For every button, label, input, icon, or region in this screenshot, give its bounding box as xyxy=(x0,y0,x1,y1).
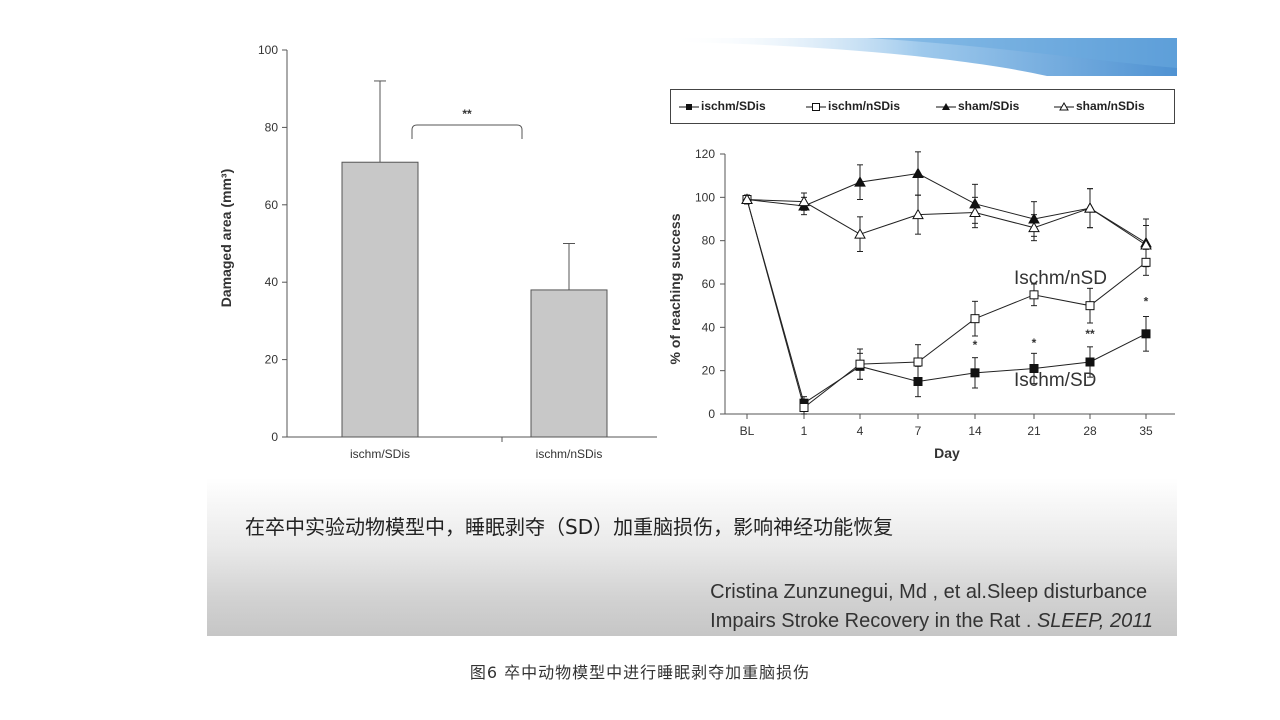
point-ischm-nsdis xyxy=(913,357,923,367)
bar-x-label: ischm/SDis xyxy=(350,447,410,461)
line-y-tick-label: 120 xyxy=(695,147,715,161)
point-sham-nsdis xyxy=(912,208,924,220)
point-ischm-nsdis xyxy=(1029,290,1039,300)
series-line-ischm-sdis xyxy=(746,199,1147,404)
bar-ischm-nsdis xyxy=(530,289,608,438)
bar-y-tick-label: 100 xyxy=(258,43,278,57)
line-x-tick-label: 14 xyxy=(968,424,982,438)
citation: Cristina Zunzunegui, Md , et al.Sleep di… xyxy=(710,578,1153,636)
line-x-tick-label: 1 xyxy=(801,424,808,438)
point-ischm-sdis xyxy=(1141,329,1151,339)
line-y-tick-label: 100 xyxy=(695,190,715,204)
legend-item-sham-sdis: sham/SDis xyxy=(936,99,1019,113)
bar-y-tick-label: 20 xyxy=(265,353,279,367)
point-sham-nsdis xyxy=(969,206,981,217)
line-x-axis-title: Day xyxy=(934,445,960,461)
significance-marker: * xyxy=(1144,295,1149,309)
bar-y-tick-label: 80 xyxy=(265,120,279,134)
point-ischm-nsdis xyxy=(799,403,809,412)
line-x-tick-label: 21 xyxy=(1027,424,1041,438)
point-sham-nsdis xyxy=(741,193,753,204)
bar-chart: 0 20 40 60 80 100 ischm/SDis ischm/nSDis Damag… xyxy=(218,43,657,461)
point-sham-nsdis xyxy=(1140,238,1152,250)
line-x-tick-label: 7 xyxy=(915,424,922,438)
line-y-tick-label: 60 xyxy=(702,277,716,291)
significance-marker: ** xyxy=(1085,327,1095,341)
line-y-tick-label: 40 xyxy=(702,320,716,334)
point-sham-sdis xyxy=(854,176,866,187)
citation-journal: SLEEP, 2011 xyxy=(1036,610,1153,632)
point-ischm-nsdis xyxy=(1085,301,1095,311)
point-sham-nsdis xyxy=(1028,221,1040,233)
bar-y-axis-title: Damaged area (mm³) xyxy=(218,169,234,308)
line-y-tick-label: 80 xyxy=(702,234,716,248)
line-y-axis-title: % of reaching success xyxy=(667,213,683,364)
significance-marker: * xyxy=(973,338,978,352)
series-line-sham-sdis xyxy=(746,172,1147,244)
legend-item-ischm-sdis: ischm/SDis xyxy=(679,99,766,113)
significance-marker: * xyxy=(1032,336,1037,350)
point-sham-nsdis xyxy=(798,195,810,207)
significance-bracket xyxy=(411,124,523,139)
point-ischm-nsdis xyxy=(970,314,980,324)
line-x-tick-label: 28 xyxy=(1083,424,1097,438)
point-ischm-sdis xyxy=(913,377,923,386)
slide-caption: 在卒中实验动物模型中，睡眠剥夺（SD）加重脑损伤，影响神经功能恢复 xyxy=(245,515,894,539)
line-y-tick-label: 20 xyxy=(702,364,716,378)
bar-ischm-sdis xyxy=(341,161,419,438)
legend-item-sham-nsdis: sham/nSDis xyxy=(1054,99,1145,113)
line-y-tick-label: 0 xyxy=(708,407,715,421)
series-line-sham-nsdis xyxy=(746,199,1147,246)
legend-item-ischm-nsdis: ischm/nSDis xyxy=(806,99,900,113)
point-ischm-sdis xyxy=(1085,357,1095,367)
significance-label: ** xyxy=(462,107,472,121)
line-x-tick-label: 35 xyxy=(1139,424,1153,438)
point-ischm-nsdis xyxy=(1141,257,1151,267)
point-ischm-nsdis xyxy=(855,359,865,369)
bar-y-tick-label: 0 xyxy=(271,430,278,444)
point-ischm-sdis xyxy=(1029,364,1039,373)
series-annotation: Ischm/nSD xyxy=(1014,268,1107,289)
point-ischm-sdis xyxy=(970,368,980,378)
line-x-tick-label: 4 xyxy=(857,424,864,438)
decorative-banner xyxy=(667,38,1177,76)
legend: ischm/SDis ischm/nSDis sham/SDis sham/nS… xyxy=(670,89,1175,124)
bar-y-tick-label: 40 xyxy=(265,275,279,289)
citation-line-1: Cristina Zunzunegui, Md , et al.Sleep di… xyxy=(710,581,1148,603)
line-x-tick-label: BL xyxy=(740,424,755,438)
point-sham-nsdis xyxy=(854,228,866,239)
series-annotation: Ischm/SD xyxy=(1014,370,1096,391)
point-sham-nsdis xyxy=(1084,202,1096,213)
series-line-ischm-nsdis xyxy=(746,199,1147,409)
citation-line-2: Impairs Stroke Recovery in the Rat . SLE… xyxy=(710,610,1153,632)
slide: 0 20 40 60 80 100 ischm/SDis ischm/nSDis Damag… xyxy=(207,38,1177,636)
point-sham-sdis xyxy=(912,167,924,178)
figure-caption: 图6 卒中动物模型中进行睡眠剥夺加重脑损伤 xyxy=(469,663,811,682)
bar-x-label: ischm/nSDis xyxy=(536,447,603,461)
bar-y-tick-label: 60 xyxy=(265,198,279,212)
